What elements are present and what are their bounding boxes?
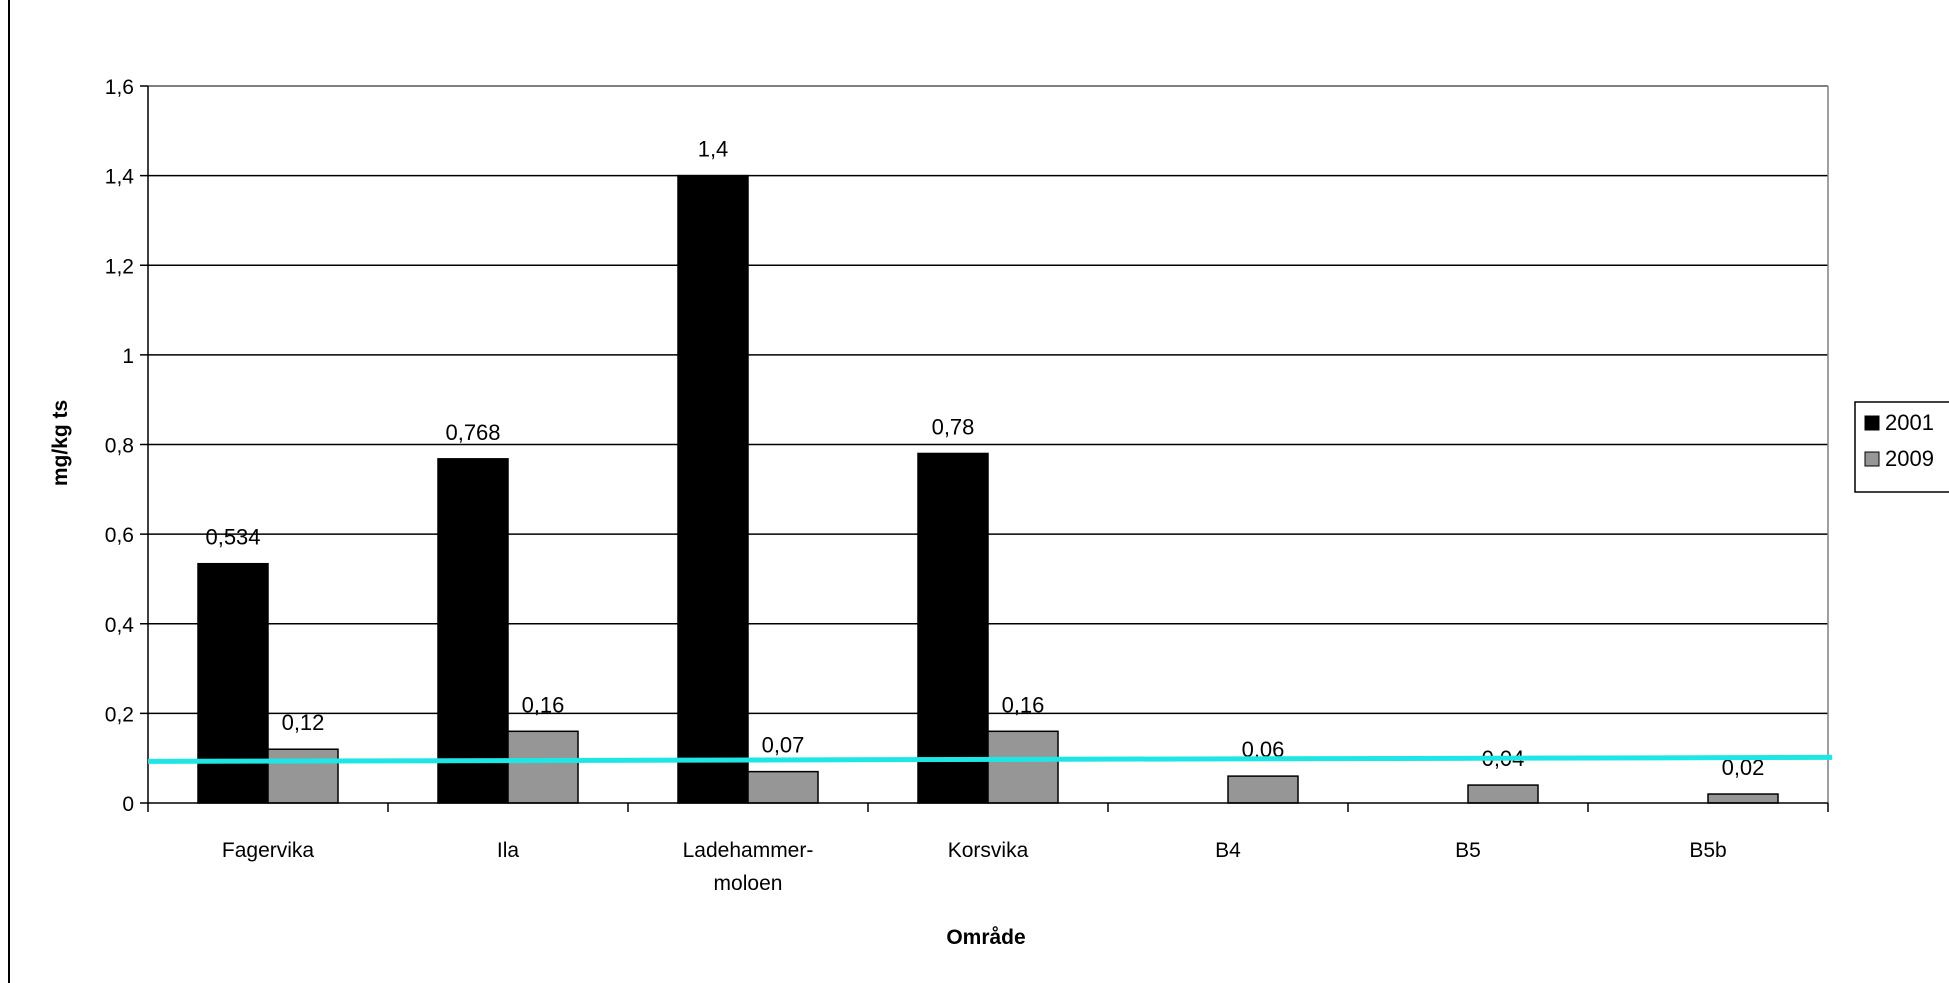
x-tick-label: moloen — [714, 872, 783, 895]
x-tick-label: Korsvika — [948, 839, 1029, 862]
data-label: 0,534 — [205, 525, 260, 550]
x-tick-label: Fagervika — [222, 839, 315, 862]
bar-2001 — [677, 174, 749, 804]
bars — [197, 174, 1779, 804]
x-tick-label: B4 — [1215, 839, 1241, 862]
x-axis-category-labels: Fagervika Ila Ladehammer-moloen Korsvika B4 B… — [222, 839, 1727, 895]
bar-2009 — [1707, 793, 1779, 804]
bar-2001 — [197, 562, 269, 804]
y-tick-label: 0,4 — [105, 614, 135, 637]
bar-2001 — [437, 458, 509, 804]
bar-2001 — [917, 452, 989, 804]
y-tick-label: 1 — [122, 345, 134, 368]
y-tick-label: 1,2 — [105, 255, 134, 278]
legend-swatch-2001 — [1864, 415, 1880, 431]
bar-2009 — [987, 730, 1059, 804]
data-label: 0,16 — [522, 692, 565, 717]
data-label: 0,78 — [932, 414, 975, 439]
y-tick-label: 0,2 — [105, 703, 134, 726]
bar-2009 — [1467, 784, 1539, 804]
reference-line-layer — [147, 754, 1833, 764]
bar-2009 — [1227, 775, 1299, 804]
data-label: 0,12 — [282, 710, 325, 735]
bar-2009 — [267, 748, 339, 804]
y-tick-label: 0,6 — [105, 524, 134, 547]
x-tick-label: B5b — [1689, 839, 1726, 862]
y-tick-label: 0,8 — [105, 435, 134, 458]
y-axis-title: mg/kg ts — [49, 400, 72, 486]
data-label: 1,4 — [698, 137, 729, 162]
bar-2009 — [747, 770, 819, 804]
x-tick-label: B5 — [1455, 839, 1481, 862]
legend-label: 2001 — [1885, 410, 1934, 435]
y-tick-label: 1,6 — [105, 76, 134, 99]
y-tick-label: 0 — [122, 793, 134, 816]
y-axis-tick-labels: 0 0,2 0,4 0,6 0,8 1 1,2 1,4 1,6 — [105, 76, 135, 816]
data-label: 0,16 — [1002, 692, 1045, 717]
x-axis-title: Område — [946, 926, 1025, 949]
data-label: 0,07 — [762, 733, 805, 758]
x-tick-label: Ila — [497, 839, 520, 862]
data-label: 0,768 — [445, 420, 500, 445]
bar-2009 — [507, 730, 579, 804]
legend-swatch-2009 — [1864, 451, 1880, 467]
x-tick-label: Ladehammer- — [683, 839, 814, 862]
legend: 2001 2009 — [1854, 401, 1949, 493]
legend-label: 2009 — [1885, 446, 1934, 471]
reference-line — [147, 754, 1833, 764]
y-tick-label: 1,4 — [105, 166, 135, 189]
axes — [140, 85, 1829, 812]
